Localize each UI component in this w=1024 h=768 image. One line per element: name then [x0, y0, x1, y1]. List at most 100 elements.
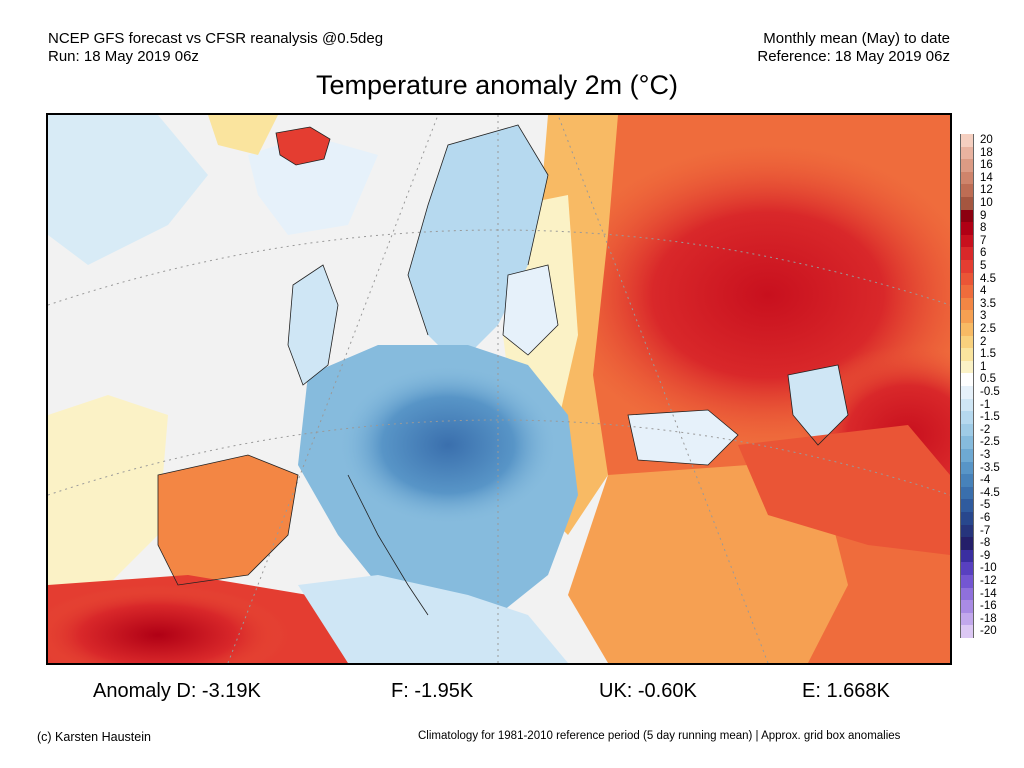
colorbar-swatch	[960, 587, 974, 601]
colorbar-swatch	[960, 436, 974, 450]
caucasus-warm	[738, 425, 950, 555]
colorbar-swatch	[960, 562, 974, 576]
run-time: Run: 18 May 2019 06z	[48, 48, 199, 65]
colorbar-label: 8	[980, 222, 987, 235]
colorbar-label: -9	[980, 549, 991, 562]
colorbar-swatch	[960, 335, 974, 349]
colorbar-label: 3.5	[980, 297, 996, 310]
period-description: Monthly mean (May) to date	[763, 30, 950, 47]
colorbar: 20 18 16 14 12 10 9 8 7 6 5 4.5 4 3.5 3 2.5 2 1.5 1 0.5 -0.5…	[956, 128, 1016, 652]
colorbar-swatch	[960, 285, 974, 299]
stat-germany: Anomaly D: -3.19K	[93, 680, 261, 702]
colorbar-label: -2.5	[980, 436, 1000, 449]
colorbar-label: 2	[980, 335, 987, 348]
colorbar-label: 9	[980, 209, 987, 222]
reference-time: Reference: 18 May 2019 06z	[757, 48, 950, 65]
colorbar-label: 1.5	[980, 348, 996, 361]
norwegian-sea-area	[248, 135, 378, 235]
colorbar-label: -4.5	[980, 486, 1000, 499]
colorbar-label: -3	[980, 449, 991, 461]
colorbar-label: -16	[980, 600, 997, 613]
colorbar-swatch	[960, 348, 974, 362]
map-canvas	[48, 115, 950, 663]
stat-france: F: -1.95K	[391, 680, 474, 702]
colorbar-swatch	[960, 171, 974, 185]
colorbar-label: 10	[980, 197, 993, 209]
alps-cold-core	[338, 365, 558, 525]
iceland-warm	[276, 127, 330, 165]
colorbar-label: 2.5	[980, 323, 996, 335]
colorbar-label: 1	[980, 360, 987, 373]
colorbar-label: -14	[980, 587, 997, 600]
colorbar-swatch	[960, 612, 974, 626]
colorbar-label: -6	[980, 512, 991, 524]
colorbar-label: 16	[980, 159, 993, 172]
colorbar-label: -10	[980, 562, 997, 575]
colorbar-swatch	[960, 197, 974, 211]
colorbar-swatch	[960, 474, 974, 488]
climatology-note: Climatology for 1981-2010 reference peri…	[418, 730, 901, 742]
colorbar-label: -8	[980, 537, 991, 550]
colorbar-label: -12	[980, 575, 997, 587]
colorbar-swatch	[960, 146, 974, 160]
colorbar-label: -2	[980, 423, 991, 436]
colorbar-label: 7	[980, 234, 987, 247]
stat-uk: UK: -0.60K	[599, 680, 697, 702]
map-title: Temperature anomaly 2m (°C)	[316, 70, 678, 100]
colorbar-swatch	[960, 537, 974, 551]
colorbar-swatch	[960, 373, 974, 387]
atlantic-cool-area	[48, 115, 208, 265]
sahara-hot-core	[48, 585, 288, 663]
colorbar-swatch	[960, 575, 974, 589]
black-sea	[628, 410, 738, 465]
colorbar-swatch	[960, 499, 974, 513]
colorbar-swatch	[960, 260, 974, 274]
colorbar-swatch	[960, 449, 974, 463]
colorbar-label: -3.5	[980, 461, 1000, 474]
colorbar-swatch	[960, 134, 974, 148]
colorbar-label: -7	[980, 524, 991, 537]
colorbar-label: -4	[980, 474, 991, 487]
colorbar-label: 0.5	[980, 373, 996, 386]
colorbar-label: 18	[980, 146, 993, 159]
atlantic-warm-area	[48, 395, 168, 585]
colorbar-swatch	[960, 323, 974, 337]
scandinavia-cool	[408, 125, 548, 365]
colorbar-swatch	[960, 234, 974, 248]
colorbar-swatch	[960, 461, 974, 475]
colorbar-swatch	[960, 386, 974, 400]
colorbar-swatch	[960, 625, 974, 639]
colorbar-label: -1	[980, 398, 991, 411]
colorbar-swatch	[960, 209, 974, 223]
colorbar-label: 4.5	[980, 272, 996, 285]
colorbar-swatch	[960, 524, 974, 538]
colorbar-swatch	[960, 310, 974, 324]
graticule	[48, 115, 950, 663]
period-info: Monthly mean (May) to date Reference: 18…	[757, 30, 950, 66]
model-description: NCEP GFS forecast vs CFSR reanalysis @0.…	[48, 30, 384, 47]
colorbar-label: -0.5	[980, 386, 1000, 398]
colorbar-swatch	[960, 159, 974, 173]
colorbar-label: 6	[980, 247, 987, 260]
anomaly-map	[46, 113, 952, 665]
colorbar-label: -5	[980, 499, 991, 512]
colorbar-label: -18	[980, 612, 997, 625]
colorbar-label: -1.5	[980, 411, 1000, 424]
iberia-warm	[158, 455, 298, 585]
colorbar-swatch	[960, 549, 974, 563]
baltic-sea	[503, 265, 558, 355]
mediterranean-sea	[298, 575, 568, 663]
credit: (c) Karsten Haustein	[37, 730, 151, 744]
colorbar-label: 4	[980, 285, 987, 298]
greenland-sea-warm	[208, 115, 278, 155]
colorbar-swatch	[960, 222, 974, 236]
caspian-sea	[788, 365, 848, 445]
colorbar-swatch	[960, 184, 974, 198]
colorbar-label: 14	[980, 171, 993, 184]
colorbar-swatch	[960, 486, 974, 500]
colorbar-swatch	[960, 247, 974, 261]
colorbar-swatch	[960, 411, 974, 425]
colorbar-label: -20	[980, 625, 997, 638]
colorbar-swatch	[960, 423, 974, 437]
stat-spain: E: 1.668K	[802, 680, 890, 702]
